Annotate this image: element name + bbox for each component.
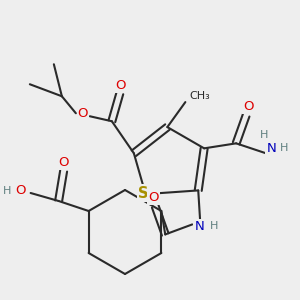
Text: O: O xyxy=(58,155,69,169)
Text: H: H xyxy=(280,143,288,153)
Text: O: O xyxy=(116,79,126,92)
Text: H: H xyxy=(210,221,218,231)
Text: CH₃: CH₃ xyxy=(189,91,210,101)
Text: N: N xyxy=(194,220,204,233)
Text: H: H xyxy=(260,130,268,140)
Text: O: O xyxy=(243,100,254,113)
Text: O: O xyxy=(148,191,158,204)
Text: O: O xyxy=(78,107,88,120)
Text: S: S xyxy=(138,186,149,201)
Text: H: H xyxy=(2,186,11,196)
Text: O: O xyxy=(15,184,26,197)
Text: N: N xyxy=(266,142,276,155)
